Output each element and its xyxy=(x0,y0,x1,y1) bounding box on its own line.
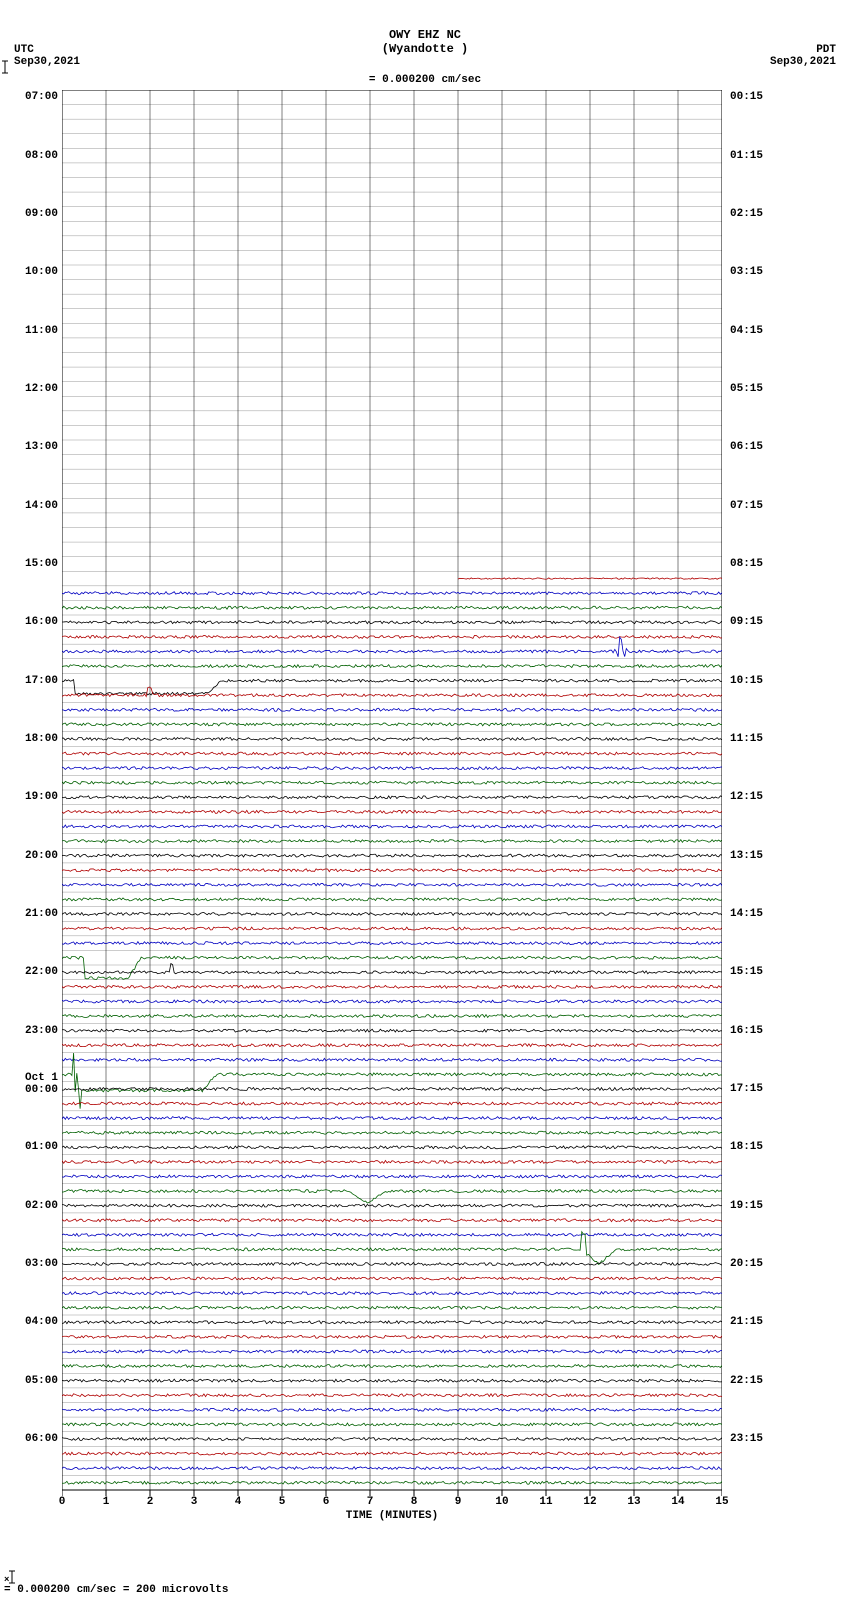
header-left: UTC Sep30,2021 xyxy=(14,44,80,68)
x-tick: 9 xyxy=(455,1496,462,1508)
pdt-time-label: 07:15 xyxy=(730,500,763,512)
x-axis: TIME (MINUTES) 0123456789101112131415 xyxy=(62,1492,722,1532)
utc-time-label: 22:00 xyxy=(25,966,58,978)
utc-time-label: 13:00 xyxy=(25,441,58,453)
seismogram-container: UTC Sep30,2021 PDT Sep30,2021 OWY EHZ NC… xyxy=(0,0,850,86)
utc-time-label: 07:00 xyxy=(25,91,58,103)
header-right: PDT Sep30,2021 xyxy=(770,44,836,68)
pdt-time-label: 09:15 xyxy=(730,616,763,628)
tz-right: PDT xyxy=(770,44,836,56)
pdt-time-label: 11:15 xyxy=(730,733,763,745)
utc-time-label: 23:00 xyxy=(25,1025,58,1037)
footer-scale: × = 0.000200 cm/sec = 200 microvolts xyxy=(4,1570,228,1596)
x-tick: 5 xyxy=(279,1496,286,1508)
utc-time-label: 06:00 xyxy=(25,1433,58,1445)
pdt-time-label: 00:15 xyxy=(730,91,763,103)
utc-time-label: 16:00 xyxy=(25,616,58,628)
pdt-time-label: 20:15 xyxy=(730,1258,763,1270)
x-tick: 11 xyxy=(539,1496,552,1508)
utc-time-label: 20:00 xyxy=(25,850,58,862)
utc-time-label: 08:00 xyxy=(25,150,58,162)
date-right: Sep30,2021 xyxy=(770,56,836,68)
pdt-time-label: 22:15 xyxy=(730,1375,763,1387)
x-tick: 7 xyxy=(367,1496,374,1508)
pdt-time-label: 14:15 xyxy=(730,908,763,920)
x-axis-label: TIME (MINUTES) xyxy=(346,1510,438,1522)
seismogram-plot xyxy=(62,90,722,1490)
pdt-time-label: 23:15 xyxy=(730,1433,763,1445)
x-tick: 4 xyxy=(235,1496,242,1508)
x-tick: 0 xyxy=(59,1496,66,1508)
x-tick: 3 xyxy=(191,1496,198,1508)
svg-text:×: × xyxy=(4,1575,9,1584)
x-tick: 2 xyxy=(147,1496,154,1508)
utc-time-label: 09:00 xyxy=(25,208,58,220)
pdt-time-label: 02:15 xyxy=(730,208,763,220)
utc-time-label: 17:00 xyxy=(25,675,58,687)
utc-time-label: 10:00 xyxy=(25,266,58,278)
x-tick: 15 xyxy=(715,1496,728,1508)
utc-time-label: 18:00 xyxy=(25,733,58,745)
pdt-time-label: 16:15 xyxy=(730,1025,763,1037)
station-name: (Wyandotte ) xyxy=(0,42,850,56)
pdt-time-label: 08:15 xyxy=(730,558,763,570)
x-tick: 1 xyxy=(103,1496,110,1508)
utc-time-label: 11:00 xyxy=(25,325,58,337)
utc-time-label: 21:00 xyxy=(25,908,58,920)
x-tick: 12 xyxy=(583,1496,596,1508)
utc-time-label: 15:00 xyxy=(25,558,58,570)
pdt-time-label: 19:15 xyxy=(730,1200,763,1212)
pdt-time-label: 17:15 xyxy=(730,1083,763,1095)
left-time-axis: 07:00 08:00 09:00 10:00 11:00 12:00 13:00 14:00… xyxy=(6,90,60,1490)
utc-time-label: 05:00 xyxy=(25,1375,58,1387)
scale-legend: = 0.000200 cm/sec xyxy=(0,60,850,86)
x-tick: 10 xyxy=(495,1496,508,1508)
tz-left: UTC xyxy=(14,44,80,56)
x-tick: 6 xyxy=(323,1496,330,1508)
utc-time-label: 01:00 xyxy=(25,1141,58,1153)
pdt-time-label: 05:15 xyxy=(730,383,763,395)
pdt-time-label: 13:15 xyxy=(730,850,763,862)
pdt-time-label: 18:15 xyxy=(730,1141,763,1153)
utc-time-label: 02:00 xyxy=(25,1200,58,1212)
pdt-time-label: 03:15 xyxy=(730,266,763,278)
pdt-time-label: 15:15 xyxy=(730,966,763,978)
utc-time-label: 14:00 xyxy=(25,500,58,512)
pdt-time-label: 06:15 xyxy=(730,441,763,453)
utc-time-label: Oct 100:00 xyxy=(25,1083,58,1096)
x-tick: 14 xyxy=(671,1496,684,1508)
footer-text: = 0.000200 cm/sec = 200 microvolts xyxy=(4,1584,228,1596)
utc-time-label: 12:00 xyxy=(25,383,58,395)
pdt-time-label: 21:15 xyxy=(730,1316,763,1328)
utc-time-label: 19:00 xyxy=(25,791,58,803)
x-tick: 8 xyxy=(411,1496,418,1508)
title-block: OWY EHZ NC (Wyandotte ) = 0.000200 cm/se… xyxy=(0,0,850,86)
pdt-time-label: 04:15 xyxy=(730,325,763,337)
right-time-axis: 00:15 01:15 02:15 03:15 04:15 05:15 06:15 07:15… xyxy=(724,90,784,1490)
utc-time-label: 03:00 xyxy=(25,1258,58,1270)
utc-time-label: 04:00 xyxy=(25,1316,58,1328)
plot-svg xyxy=(62,90,722,1510)
pdt-time-label: 01:15 xyxy=(730,150,763,162)
station-code: OWY EHZ NC xyxy=(0,28,850,42)
x-tick: 13 xyxy=(627,1496,640,1508)
pdt-time-label: 10:15 xyxy=(730,675,763,687)
pdt-time-label: 12:15 xyxy=(730,791,763,803)
date-left: Sep30,2021 xyxy=(14,56,80,68)
scale-text: = 0.000200 cm/sec xyxy=(369,74,481,86)
